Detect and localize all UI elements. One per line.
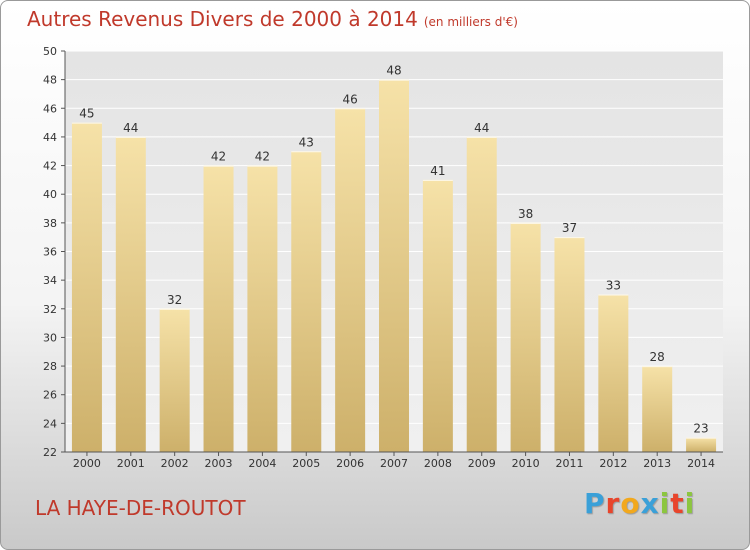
y-tick-label: 32 [43,303,57,316]
bar [203,165,234,453]
chart-unit: (en milliers d'€) [423,15,518,29]
x-tick-label: 2005 [292,457,320,470]
data-label: 45 [79,107,94,121]
bar [159,308,190,452]
logo-letter: i [659,487,671,520]
x-tick-label: 2011 [555,457,583,470]
data-label: 23 [693,422,708,436]
data-label: 41 [430,164,445,178]
chart-title-text: Autres Revenus Divers de 2000 à 2014 [27,7,418,31]
x-tick-label: 2008 [424,457,452,470]
x-tick-label: 2007 [380,457,408,470]
bar [510,222,541,452]
y-tick-label: 24 [43,417,57,430]
x-tick-label: 2006 [336,457,364,470]
bar [335,108,366,453]
y-tick-label: 46 [43,102,57,115]
x-tick-label: 2004 [248,457,276,470]
data-label: 28 [650,350,665,364]
bar [115,136,146,452]
logo-letter: P [584,487,606,520]
data-label: 44 [123,121,138,135]
data-label: 32 [167,293,182,307]
logo-letter: t [670,487,685,520]
x-tick-label: 2014 [687,457,715,470]
x-tick-label: 2013 [643,457,671,470]
x-tick-label: 2000 [73,457,101,470]
x-axis: 2000 2001 2002 2003 2004 2005 2006 2007 2008 2009… [65,451,723,470]
y-tick-label: 38 [43,217,57,230]
bar [71,122,102,452]
data-label: 43 [299,135,314,149]
logo-letter: x [640,487,660,520]
data-label: 48 [386,64,401,78]
y-tick-label: 50 [43,45,57,58]
y-tick-label: 30 [43,331,57,344]
bar [247,165,278,453]
y-tick-label: 40 [43,188,57,201]
bar [422,179,453,452]
x-tick-label: 2010 [512,457,540,470]
proxiti-logo: Proxiti [584,487,695,520]
logo-letter: i [684,487,696,520]
data-label: 42 [255,150,270,164]
bar [554,237,585,452]
x-tick-label: 2009 [468,457,496,470]
y-tick-label: 22 [43,446,57,459]
bar [642,366,673,452]
y-axis: 22 24 26 28 30 32 34 36 38 40 42 44 46 48 50 [43,45,66,459]
data-label: 33 [606,278,621,292]
bar [686,437,717,452]
y-tick-label: 28 [43,360,57,373]
bar [291,151,322,452]
y-tick-label: 48 [43,74,57,87]
data-label: 37 [562,221,577,235]
x-tick-label: 2003 [205,457,233,470]
data-label: 42 [211,150,226,164]
y-tick-label: 44 [43,131,57,144]
y-tick-label: 34 [43,274,57,287]
chart-title: Autres Revenus Divers de 2000 à 2014 (en … [27,7,518,31]
bar [598,294,629,452]
logo-letter: r [605,487,621,520]
x-tick-label: 2002 [161,457,189,470]
data-label: 38 [518,207,533,221]
x-tick-label: 2012 [599,457,627,470]
y-tick-label: 26 [43,389,57,402]
y-tick-label: 36 [43,246,57,259]
bar [466,136,497,452]
bar [379,79,409,453]
commune-name: LA HAYE-DE-ROUTOT [35,496,246,520]
logo-letter: o [620,487,641,520]
data-label: 46 [342,92,357,106]
y-tick-label: 42 [43,160,57,173]
bars: 45 44 32 42 42 43 46 48 41 44 38 37 33 28 23 [71,64,717,453]
data-label: 44 [474,121,489,135]
x-tick-label: 2001 [117,457,145,470]
